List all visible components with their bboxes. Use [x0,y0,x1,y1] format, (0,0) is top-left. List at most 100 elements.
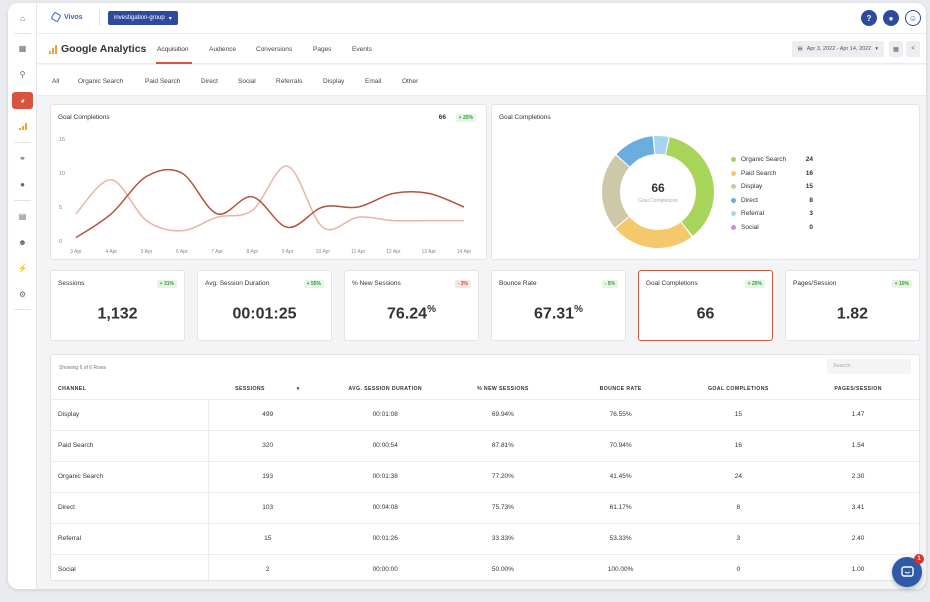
table-cell: Direct [51,492,210,524]
change-badge: + 10% [891,280,912,288]
link-icon[interactable]: ⚭ [19,154,26,163]
column-header[interactable]: SESSIONS ▾ [208,380,327,400]
table-row[interactable]: Paid Search 320 00:00:54 87.81% 70.94% 16 1.54 [51,430,919,462]
table-cell: Referral [51,523,210,555]
change-badge: + 25% [455,114,476,122]
tab-audience[interactable]: Audience [209,46,237,53]
table-row[interactable]: Display 499 00:01:08 69.94% 76.55% 15 1.47 [51,399,919,431]
grid-icon[interactable]: ▦ [18,44,27,53]
chat-button[interactable]: 1 [892,554,924,587]
legend-label: Referral [741,210,765,218]
table-cell: 61.17% [561,492,680,524]
tab-acquisition[interactable]: Acquisition [157,46,189,53]
x-tick-label: 9 Apr [282,249,294,255]
legend-label: Paid Search [741,169,777,177]
stat-card-sessions[interactable]: Sessions + 31% 1,132 [50,270,185,341]
table-cell: 69.94% [444,399,562,431]
sort-desc-icon[interactable]: ▾ [294,386,300,393]
group-selector[interactable]: investigation-group ▾ [108,11,178,25]
column-header[interactable]: % NEW SESSIONS [444,380,562,400]
subtab-paid-search[interactable]: Paid Search [145,78,181,85]
stat-card-bounce-rate[interactable]: Bounce Rate - 5% 67.31% [491,270,626,341]
tab-pages[interactable]: Pages [313,46,332,53]
table-cell: 103 [208,492,327,524]
subtab-direct[interactable]: Direct [201,78,218,85]
card-title: Goal Completions [499,114,551,121]
sidebar-divider [14,142,31,143]
column-header[interactable]: BOUNCE RATE [561,380,680,400]
subtab-referrals[interactable]: Referrals [276,78,303,85]
google-analytics-icon [49,44,57,54]
stat-card-avg-session-duration[interactable]: Avg. Session Duration + 55% 00:01:25 [197,270,332,341]
x-tick-label: 3 Apr [70,249,82,255]
gear-icon[interactable]: ⚙ [18,290,27,299]
hexagon-icon [50,11,62,23]
change-badge: + 55% [303,280,324,288]
bell-icon[interactable]: ● [883,10,899,26]
table-row[interactable]: Organic Search 193 00:01:38 77.20% 41.45% 24 2… [51,461,919,493]
table-cell: 2 [265,566,270,574]
user-icon[interactable]: ☻ [18,238,27,247]
subtab-other[interactable]: Other [402,78,419,85]
table-row[interactable]: Social 2 00:00:00 50.00% 100.00% 0 1.00 [51,554,919,585]
x-tick-label: 14 Apr [457,249,472,255]
notification-badge: 1 [914,554,924,564]
stat-value: 00:01:25 [232,305,297,323]
legend-item: Referral 3 [731,210,813,217]
table-cell: 0 [736,566,741,574]
search-icon[interactable]: ⚲ [19,70,26,79]
stat-card--new-sessions[interactable]: % New Sessions - 3% 76.24% [344,270,479,341]
table-row[interactable]: Referral 15 00:01:26 33.33% 53.33% 3 2.40 [51,523,919,555]
report-icon[interactable]: ▦ [889,41,903,57]
table-body: Display 499 00:01:08 69.94% 76.55% 15 1.47 Paid… [51,399,919,585]
subtab-all[interactable]: All [52,78,60,85]
legend-value: 24 [805,156,813,163]
plug-icon[interactable]: ⚡ [17,264,28,273]
brand-logo[interactable]: Vivos [50,11,83,23]
table-cell: 00:01:26 [326,523,445,555]
date-range-picker[interactable]: ▤ Apr 3, 2022 - Apr 14, 2022 ▾ [791,41,884,57]
legend-value: 15 [805,183,813,191]
pie-chart-icon[interactable]: ◕ [12,92,33,109]
donut-slice-organic-search [665,137,714,236]
x-tick-label: 7 Apr [211,249,223,255]
goal-completions-line-card: Goal Completions 66 + 25% 0 5 10 15 3 Apr 4 A… [50,104,487,260]
table-cell: 41.45% [561,461,680,493]
table-cell: 00:04:08 [326,492,445,524]
y-tick-label: 15 [59,137,65,143]
column-header[interactable]: AVG. SESSION DURATION [326,380,445,400]
search-input[interactable]: Search [827,359,911,374]
document-icon[interactable]: ▤ [18,212,27,221]
stat-card-pages-session[interactable]: Pages/Session + 10% 1.82 [785,270,920,341]
table-cell: 15 [208,523,327,555]
legend-label: Organic Search [741,156,787,163]
column-header[interactable]: CHANNEL [51,380,209,400]
share-icon[interactable]: < [906,41,920,57]
stat-value: 66 [696,305,715,323]
subtab-organic-search[interactable]: Organic Search [78,78,124,85]
location-icon[interactable]: ● [20,180,25,189]
donut-slice-referral [653,136,669,155]
series-line-2 [75,165,464,232]
card-value: 66 [438,114,446,121]
x-tick-label: 12 Apr [386,249,401,255]
table-cell: 24 [679,461,798,493]
table-cell: 00:01:38 [326,461,445,493]
tab-events[interactable]: Events [352,46,372,53]
bar-chart-icon[interactable] [12,118,33,135]
series-line-1 [75,168,465,239]
help-icon[interactable]: ? [861,10,877,26]
table-row[interactable]: Direct 103 00:04:08 75.73% 61.17% 8 3.41 [51,492,919,524]
column-header[interactable]: PAGES/SESSION [797,380,919,400]
tab-conversions[interactable]: Conversions [256,46,293,53]
avatar[interactable]: ☺ [905,10,921,26]
legend-dot [731,225,736,230]
subtab-display[interactable]: Display [323,78,345,85]
column-header[interactable]: GOAL COMPLETIONS [679,380,798,400]
subtab-email[interactable]: Email [365,78,382,85]
home-icon[interactable]: ⌂ [20,14,25,23]
legend-dot [731,184,736,190]
stat-card-goal-completions[interactable]: Goal Completions + 25% 66 [638,270,773,341]
subtab-social[interactable]: Social [238,78,256,85]
channel-table-card: Showing 6 of 6 Rows Search CHANNEL SESSIO… [50,354,920,585]
